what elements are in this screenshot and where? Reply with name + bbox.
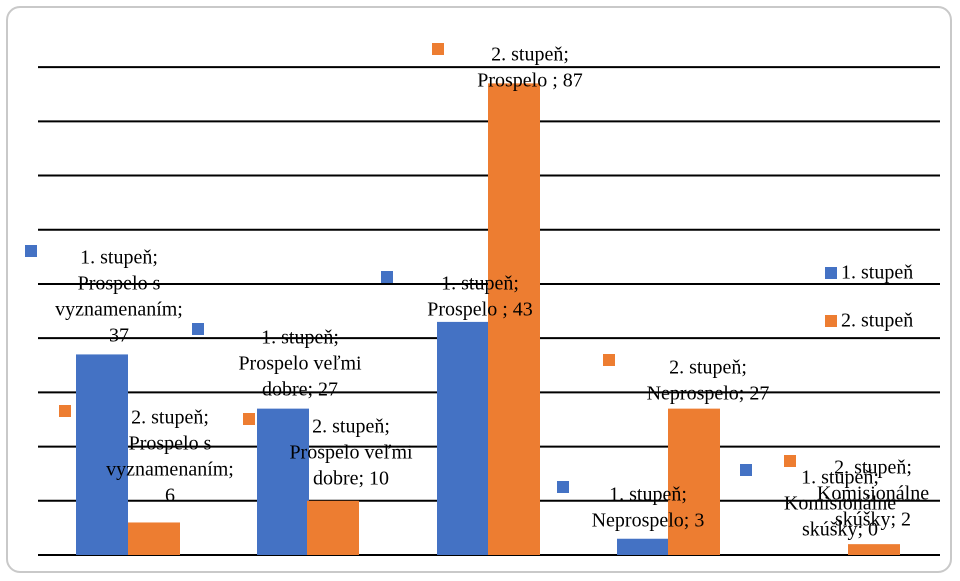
data-label-line: Prospelo s [129, 433, 212, 455]
data-label-marker [381, 271, 393, 283]
data-label-1-5: 1. stupeň; Komisionálne skúšky; 0 [740, 464, 896, 541]
data-label-2-2: 2. stupeň; Prospelo veľmi dobre; 10 [243, 413, 413, 490]
data-label-marker [243, 413, 255, 425]
data-label-line: Prospelo ; 87 [477, 70, 583, 92]
data-label-line: 2. stupeň; [131, 407, 209, 429]
bar-1-2 [257, 408, 309, 555]
data-label-2-1: 2. stupeň; Prospelo s vyznamenaním; 6 [59, 405, 234, 507]
data-label-line: Neprospelo; 3 [592, 510, 705, 532]
data-label-line: 1. stupeň; [801, 467, 879, 489]
bar-2-1 [128, 522, 180, 555]
data-label-line: vyznamenaním; [55, 299, 183, 321]
data-label-marker [432, 43, 444, 55]
bar-1-3 [437, 321, 489, 555]
data-label-line: 37 [109, 325, 129, 347]
data-label-marker [740, 464, 752, 476]
legend-item-1: 1. stupeň [825, 262, 913, 284]
data-label-marker [784, 455, 796, 467]
data-label-line: Prospelo s [78, 273, 161, 295]
data-label-line: Neprospelo; 27 [647, 383, 770, 405]
data-label-line: Prospelo ; 43 [427, 299, 533, 321]
data-label-line: 2. stupeň; [491, 44, 569, 66]
bar-1-4 [617, 538, 669, 555]
bar-2-2 [307, 500, 359, 555]
data-label-line: 1. stupeň; [261, 327, 339, 349]
data-label-line: dobre; 27 [262, 379, 338, 401]
data-label-2-3: 2. stupeň; Prospelo ; 87 [432, 43, 583, 92]
legend-label: 2. stupeň [841, 310, 913, 332]
data-label-marker [25, 245, 37, 257]
legend-item-2: 2. stupeň [825, 310, 913, 332]
data-label-line: Komisionálne [784, 493, 896, 515]
legend-swatch [825, 267, 837, 279]
bar-2-3 [488, 83, 540, 556]
legend-swatch [825, 315, 837, 327]
data-label-line: 6 [165, 485, 175, 507]
legend: 1. stupeň 2. stupeň [825, 262, 913, 332]
bar-1-1 [76, 354, 128, 555]
data-label-line: 2. stupeň; [834, 457, 912, 479]
data-label-line: Prospelo veľmi [238, 353, 362, 375]
data-label-line: skúšky; 0 [802, 519, 878, 541]
data-label-line: vyznamenaním; [106, 459, 234, 481]
bars [76, 83, 900, 556]
data-label-1-2: 1. stupeň; Prospelo veľmi dobre; 27 [192, 323, 362, 401]
data-label-line: 1. stupeň; [441, 273, 519, 295]
bar-2-4 [668, 408, 720, 555]
data-label-line: 1. stupeň; [609, 484, 687, 506]
data-label-marker [192, 323, 204, 335]
legend-label: 1. stupeň [841, 262, 913, 284]
data-label-line: 2. stupeň; [669, 357, 747, 379]
data-label-line: Prospelo veľmi [289, 442, 413, 464]
data-label-line: dobre; 10 [313, 468, 389, 490]
data-label-1-4: 1. stupeň; Neprospelo; 3 [557, 481, 704, 532]
data-label-line: Komisionálne [817, 483, 929, 505]
data-label-2-4: 2. stupeň; Neprospelo; 27 [603, 354, 769, 405]
data-label-1-1: 1. stupeň; Prospelo s vyznamenaním; 37 [25, 245, 183, 347]
data-label-marker [557, 481, 569, 493]
data-label-line: 2. stupeň; [312, 416, 390, 438]
bar-2-5 [848, 544, 900, 555]
data-label-marker [59, 405, 71, 417]
data-label-1-3: 1. stupeň; Prospelo ; 43 [381, 271, 533, 321]
data-label-line: 1. stupeň; [80, 247, 158, 269]
data-label-marker [603, 354, 615, 366]
data-label-line: skúšky; 2 [835, 509, 911, 531]
